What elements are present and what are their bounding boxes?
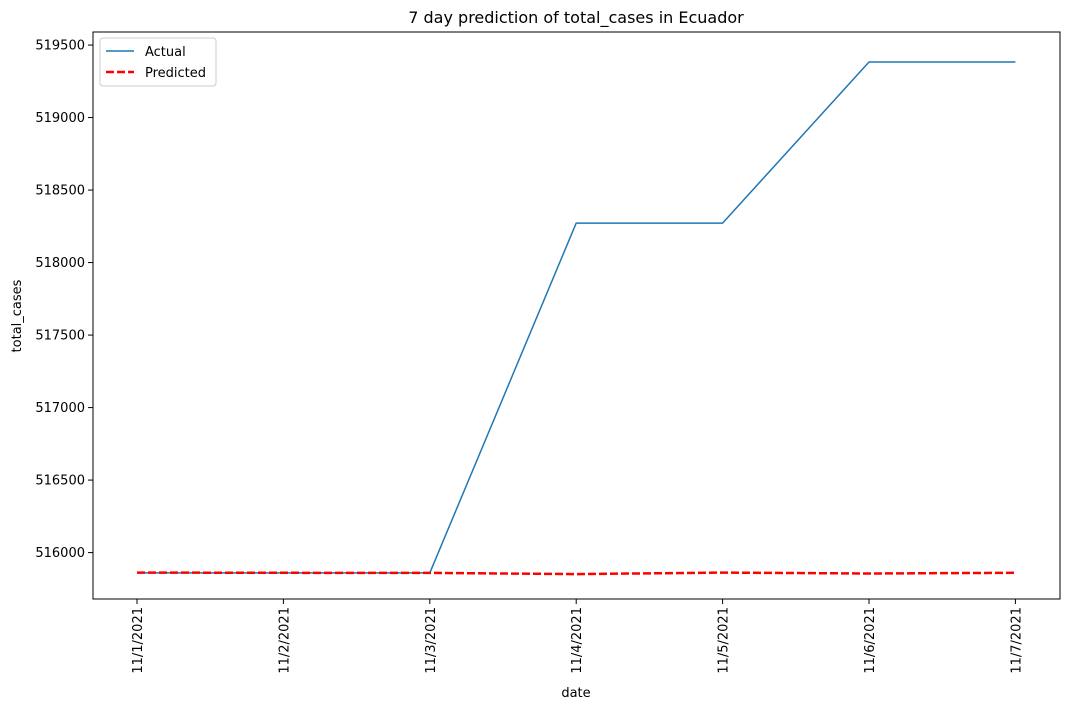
x-tick-label: 11/6/2021 [863, 607, 878, 674]
y-axis-label: total_cases [10, 279, 25, 352]
legend-box [99, 37, 217, 87]
x-tick-label: 11/5/2021 [717, 607, 732, 674]
x-tick-label: 11/4/2021 [570, 607, 585, 674]
x-tick-label: 11/1/2021 [131, 607, 146, 674]
y-tick-label: 517000 [35, 401, 85, 416]
series-line-actual [137, 61, 1016, 574]
chart-title: 7 day prediction of total_cases in Ecuad… [408, 8, 744, 28]
y-axis: 516000 516500 517000 517500 518000 518500 5190… [35, 39, 93, 561]
y-tick-label: 517500 [35, 329, 85, 344]
series-line-predicted [136, 571, 1016, 576]
x-tick-label: 11/2/2021 [277, 607, 292, 674]
y-tick-label: 519500 [35, 39, 85, 54]
x-axis: 11/1/2021 11/2/2021 11/3/2021 11/4/2021 11/5… [131, 599, 1024, 674]
y-tick-label: 518500 [35, 184, 85, 199]
x-tick-label: 11/7/2021 [1009, 607, 1024, 674]
y-tick-label: 519000 [35, 111, 85, 126]
y-tick-label: 516500 [35, 474, 85, 489]
plot-area [92, 31, 1061, 600]
x-tick-label: 11/3/2021 [424, 607, 439, 674]
legend: Actual Predicted [99, 37, 217, 87]
series-layer [136, 61, 1016, 576]
legend-label-actual: Actual [145, 45, 186, 60]
x-axis-label: date [561, 686, 590, 701]
legend-label-predicted: Predicted [145, 66, 206, 81]
y-tick-label: 516000 [35, 546, 85, 561]
y-tick-label: 518000 [35, 256, 85, 271]
